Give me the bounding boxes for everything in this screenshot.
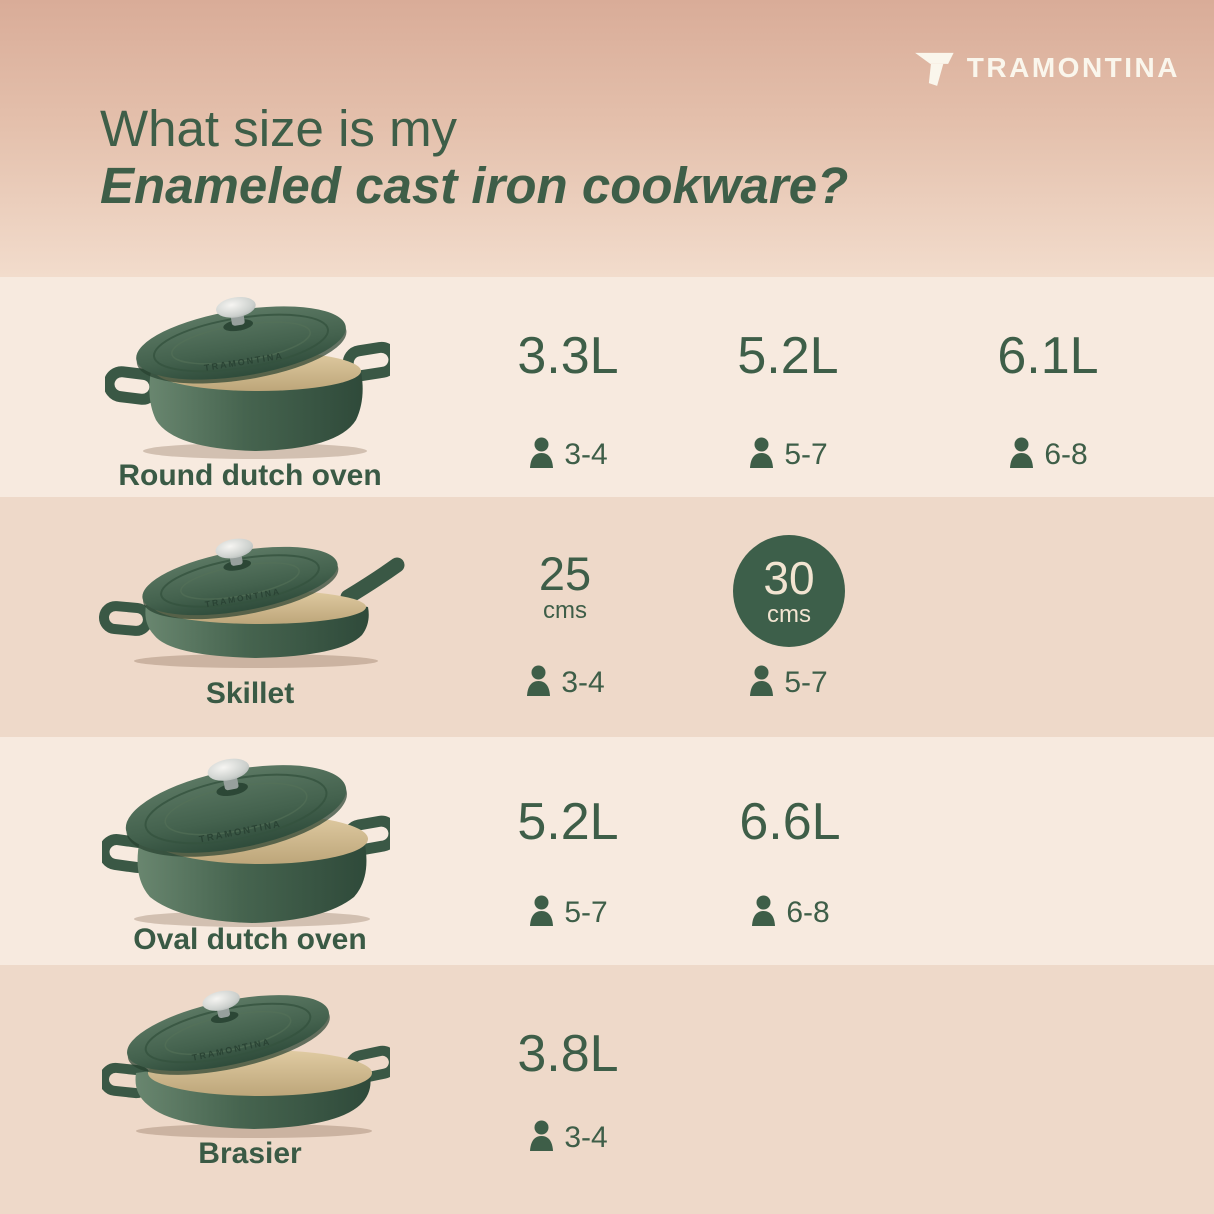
product-name: Brasier — [198, 1137, 302, 1170]
size-volume: 6.6L — [739, 793, 841, 851]
serves-range: 5-7 — [784, 666, 828, 699]
serves-range: 3-4 — [564, 1121, 608, 1154]
page-title: What size is my Enameled cast iron cookw… — [100, 100, 848, 214]
size-unit: cms — [543, 597, 587, 625]
size-unit: cms — [767, 600, 811, 628]
person-icon — [530, 1120, 554, 1151]
person-icon — [752, 895, 776, 926]
serves-group: 6-8 — [948, 437, 1148, 470]
row-skillet: TRAMONTINA Skillet 25 cms 3-4 30 cms 5 — [0, 497, 1214, 737]
size-volume: 5.2L — [517, 793, 619, 851]
brasier-image: TRAMONTINA — [102, 990, 390, 1138]
product-name: Oval dutch oven — [133, 923, 367, 956]
size-cell: 6.6L — [690, 795, 890, 850]
person-icon — [750, 437, 774, 468]
person-icon — [527, 665, 551, 696]
size-volume: 5.2L — [737, 327, 839, 385]
serves-range: 3-4 — [564, 438, 608, 471]
size-cell: 3.8L — [468, 1027, 668, 1082]
size-cell: 5.2L — [468, 795, 668, 850]
serves-group: 6-8 — [690, 895, 890, 928]
size-cell: 6.1L — [948, 329, 1148, 384]
brand-logo: TRAMONTINA — [911, 42, 1180, 94]
serves-group: 3-4 — [468, 437, 668, 470]
serves-range: 3-4 — [561, 666, 605, 699]
person-icon — [750, 665, 774, 696]
size-cell: 3.3L — [468, 329, 668, 384]
title-line2: Enameled cast iron cookware? — [100, 157, 849, 214]
serves-group: 5-7 — [688, 437, 888, 470]
size-diameter: 30 — [763, 551, 815, 604]
serves-range: 6-8 — [1044, 438, 1088, 471]
product-name: Skillet — [205, 677, 295, 710]
highlighted-size-chip: 30 cms — [733, 535, 845, 647]
row-brasier: TRAMONTINA Brasier 3.8L 3-4 — [0, 965, 1214, 1214]
title-line1: What size is my — [100, 100, 458, 157]
row-round-dutch-oven: TRAMONTINA Round dutch oven 3.3L 3-4 5.2… — [0, 277, 1214, 497]
size-cell: 25 cms — [465, 549, 665, 625]
serves-group: 3-4 — [465, 665, 665, 698]
person-icon — [530, 895, 554, 926]
oval-dutch-oven-image: TRAMONTINA — [102, 758, 390, 927]
person-icon — [1010, 437, 1034, 468]
serves-group: 3-4 — [468, 1120, 668, 1153]
tramontina-t-icon — [914, 52, 954, 86]
round-dutch-oven-image: TRAMONTINA — [105, 297, 390, 459]
row-oval-dutch-oven: TRAMONTINA Oval dutch oven 5.2L 5-7 6.6L… — [0, 737, 1214, 965]
size-volume: 6.1L — [997, 327, 1099, 385]
size-volume: 3.8L — [517, 1025, 619, 1083]
serves-range: 6-8 — [786, 896, 830, 929]
brand-name: TRAMONTINA — [966, 52, 1180, 83]
product-name: Round dutch oven — [118, 459, 382, 492]
size-volume: 3.3L — [517, 327, 619, 385]
header: TRAMONTINA What size is my Enameled cast… — [0, 0, 1214, 277]
serves-range: 5-7 — [784, 438, 828, 471]
serves-range: 5-7 — [564, 896, 608, 929]
skillet-image: TRAMONTINA — [98, 538, 405, 668]
size-cell: 5.2L — [688, 329, 888, 384]
serves-group: 5-7 — [468, 895, 668, 928]
person-icon — [530, 437, 554, 468]
serves-group: 5-7 — [688, 665, 888, 698]
size-diameter: 25 — [538, 547, 592, 600]
